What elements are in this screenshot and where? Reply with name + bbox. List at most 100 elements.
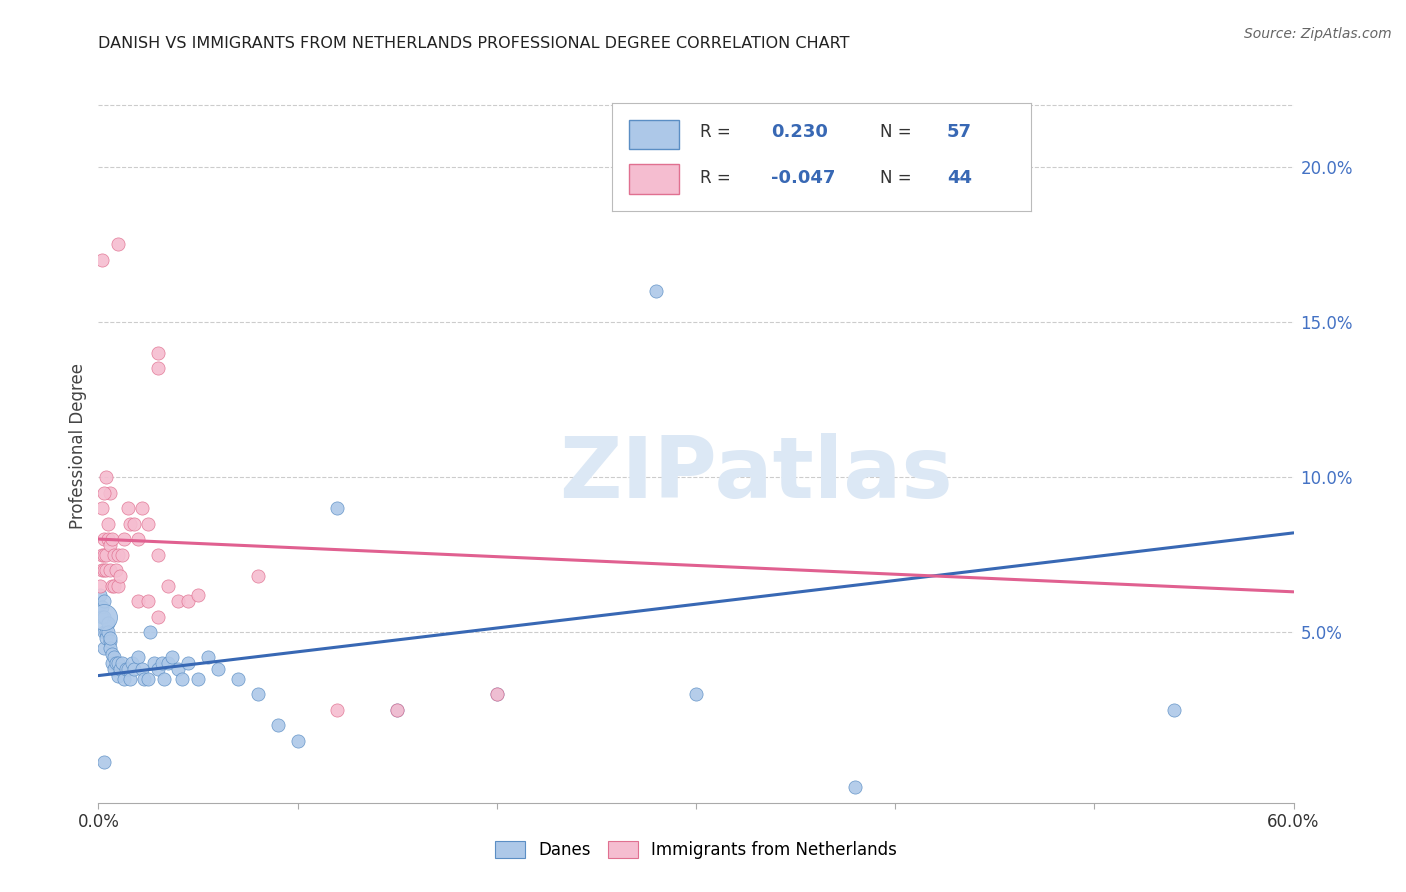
- Y-axis label: Professional Degree: Professional Degree: [69, 363, 87, 529]
- Point: [112, 672, 135, 686]
- Point: [131, 662, 153, 676]
- Point: [157, 656, 180, 670]
- Point: [97, 532, 120, 546]
- Point: [101, 647, 124, 661]
- Text: 0.230: 0.230: [772, 123, 828, 141]
- Point: [148, 609, 170, 624]
- Point: [385, 703, 409, 717]
- Point: [645, 284, 668, 298]
- Point: [246, 569, 269, 583]
- Point: [187, 672, 209, 686]
- Point: [107, 579, 129, 593]
- Point: [167, 662, 190, 676]
- Point: [124, 516, 146, 531]
- Point: [93, 625, 115, 640]
- Point: [326, 501, 349, 516]
- Point: [93, 548, 115, 562]
- Point: [246, 687, 269, 701]
- Point: [91, 548, 114, 562]
- Point: [91, 563, 114, 577]
- Point: [89, 588, 111, 602]
- Point: [207, 662, 229, 676]
- Point: [124, 662, 146, 676]
- Point: [103, 650, 125, 665]
- Point: [197, 650, 219, 665]
- Text: ZIPatlas: ZIPatlas: [558, 433, 953, 516]
- Point: [96, 625, 118, 640]
- Point: [101, 656, 124, 670]
- Point: [93, 609, 115, 624]
- Point: [485, 687, 508, 701]
- Point: [136, 516, 159, 531]
- Point: [103, 548, 125, 562]
- Point: [134, 672, 156, 686]
- Point: [153, 672, 176, 686]
- Point: [127, 650, 149, 665]
- Point: [120, 516, 142, 531]
- Text: R =: R =: [700, 169, 731, 187]
- Point: [91, 252, 114, 267]
- Point: [93, 609, 115, 624]
- Text: N =: N =: [880, 123, 911, 141]
- Point: [160, 650, 183, 665]
- Point: [100, 634, 122, 648]
- Point: [167, 594, 190, 608]
- Point: [100, 640, 122, 655]
- Point: [105, 563, 128, 577]
- Point: [172, 672, 194, 686]
- Point: [97, 625, 120, 640]
- Point: [107, 237, 129, 252]
- Legend: Danes, Immigrants from Netherlands: Danes, Immigrants from Netherlands: [488, 834, 904, 866]
- Point: [100, 632, 122, 646]
- Point: [139, 625, 162, 640]
- Point: [101, 532, 124, 546]
- Point: [120, 672, 142, 686]
- Point: [96, 632, 118, 646]
- Text: -0.047: -0.047: [772, 169, 835, 187]
- Point: [107, 668, 129, 682]
- Point: [884, 175, 907, 189]
- Point: [187, 588, 209, 602]
- Point: [91, 501, 114, 516]
- Point: [93, 640, 115, 655]
- Text: Source: ZipAtlas.com: Source: ZipAtlas.com: [1244, 27, 1392, 41]
- Point: [127, 532, 149, 546]
- Point: [326, 703, 349, 717]
- FancyBboxPatch shape: [628, 164, 679, 194]
- Point: [93, 485, 115, 500]
- Point: [93, 594, 115, 608]
- Point: [93, 756, 115, 770]
- Point: [148, 346, 170, 360]
- FancyBboxPatch shape: [628, 120, 679, 150]
- Point: [115, 662, 138, 676]
- Point: [1163, 703, 1185, 717]
- Point: [100, 538, 122, 552]
- Point: [103, 662, 125, 676]
- Point: [89, 579, 111, 593]
- Point: [117, 662, 139, 676]
- Point: [157, 579, 180, 593]
- Point: [143, 656, 166, 670]
- Point: [267, 718, 290, 732]
- Point: [91, 609, 114, 624]
- Point: [91, 600, 114, 615]
- Text: DANISH VS IMMIGRANTS FROM NETHERLANDS PROFESSIONAL DEGREE CORRELATION CHART: DANISH VS IMMIGRANTS FROM NETHERLANDS PR…: [98, 36, 849, 51]
- Point: [485, 687, 508, 701]
- Text: N =: N =: [880, 169, 911, 187]
- Point: [287, 733, 309, 747]
- Point: [93, 563, 115, 577]
- Point: [112, 532, 135, 546]
- Point: [103, 579, 125, 593]
- Point: [96, 563, 118, 577]
- Point: [385, 703, 409, 717]
- Point: [111, 548, 134, 562]
- Point: [148, 662, 170, 676]
- Point: [148, 361, 170, 376]
- Point: [101, 579, 124, 593]
- Point: [136, 672, 159, 686]
- Point: [100, 485, 122, 500]
- Point: [177, 656, 200, 670]
- Point: [96, 548, 118, 562]
- Point: [117, 501, 139, 516]
- Point: [148, 548, 170, 562]
